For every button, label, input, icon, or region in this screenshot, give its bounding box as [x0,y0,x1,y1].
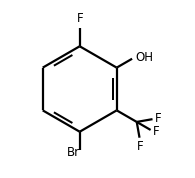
Text: Br: Br [66,146,80,159]
Text: F: F [76,12,83,25]
Text: F: F [155,112,162,125]
Text: OH: OH [135,51,153,64]
Text: F: F [137,140,143,153]
Text: F: F [153,125,160,138]
